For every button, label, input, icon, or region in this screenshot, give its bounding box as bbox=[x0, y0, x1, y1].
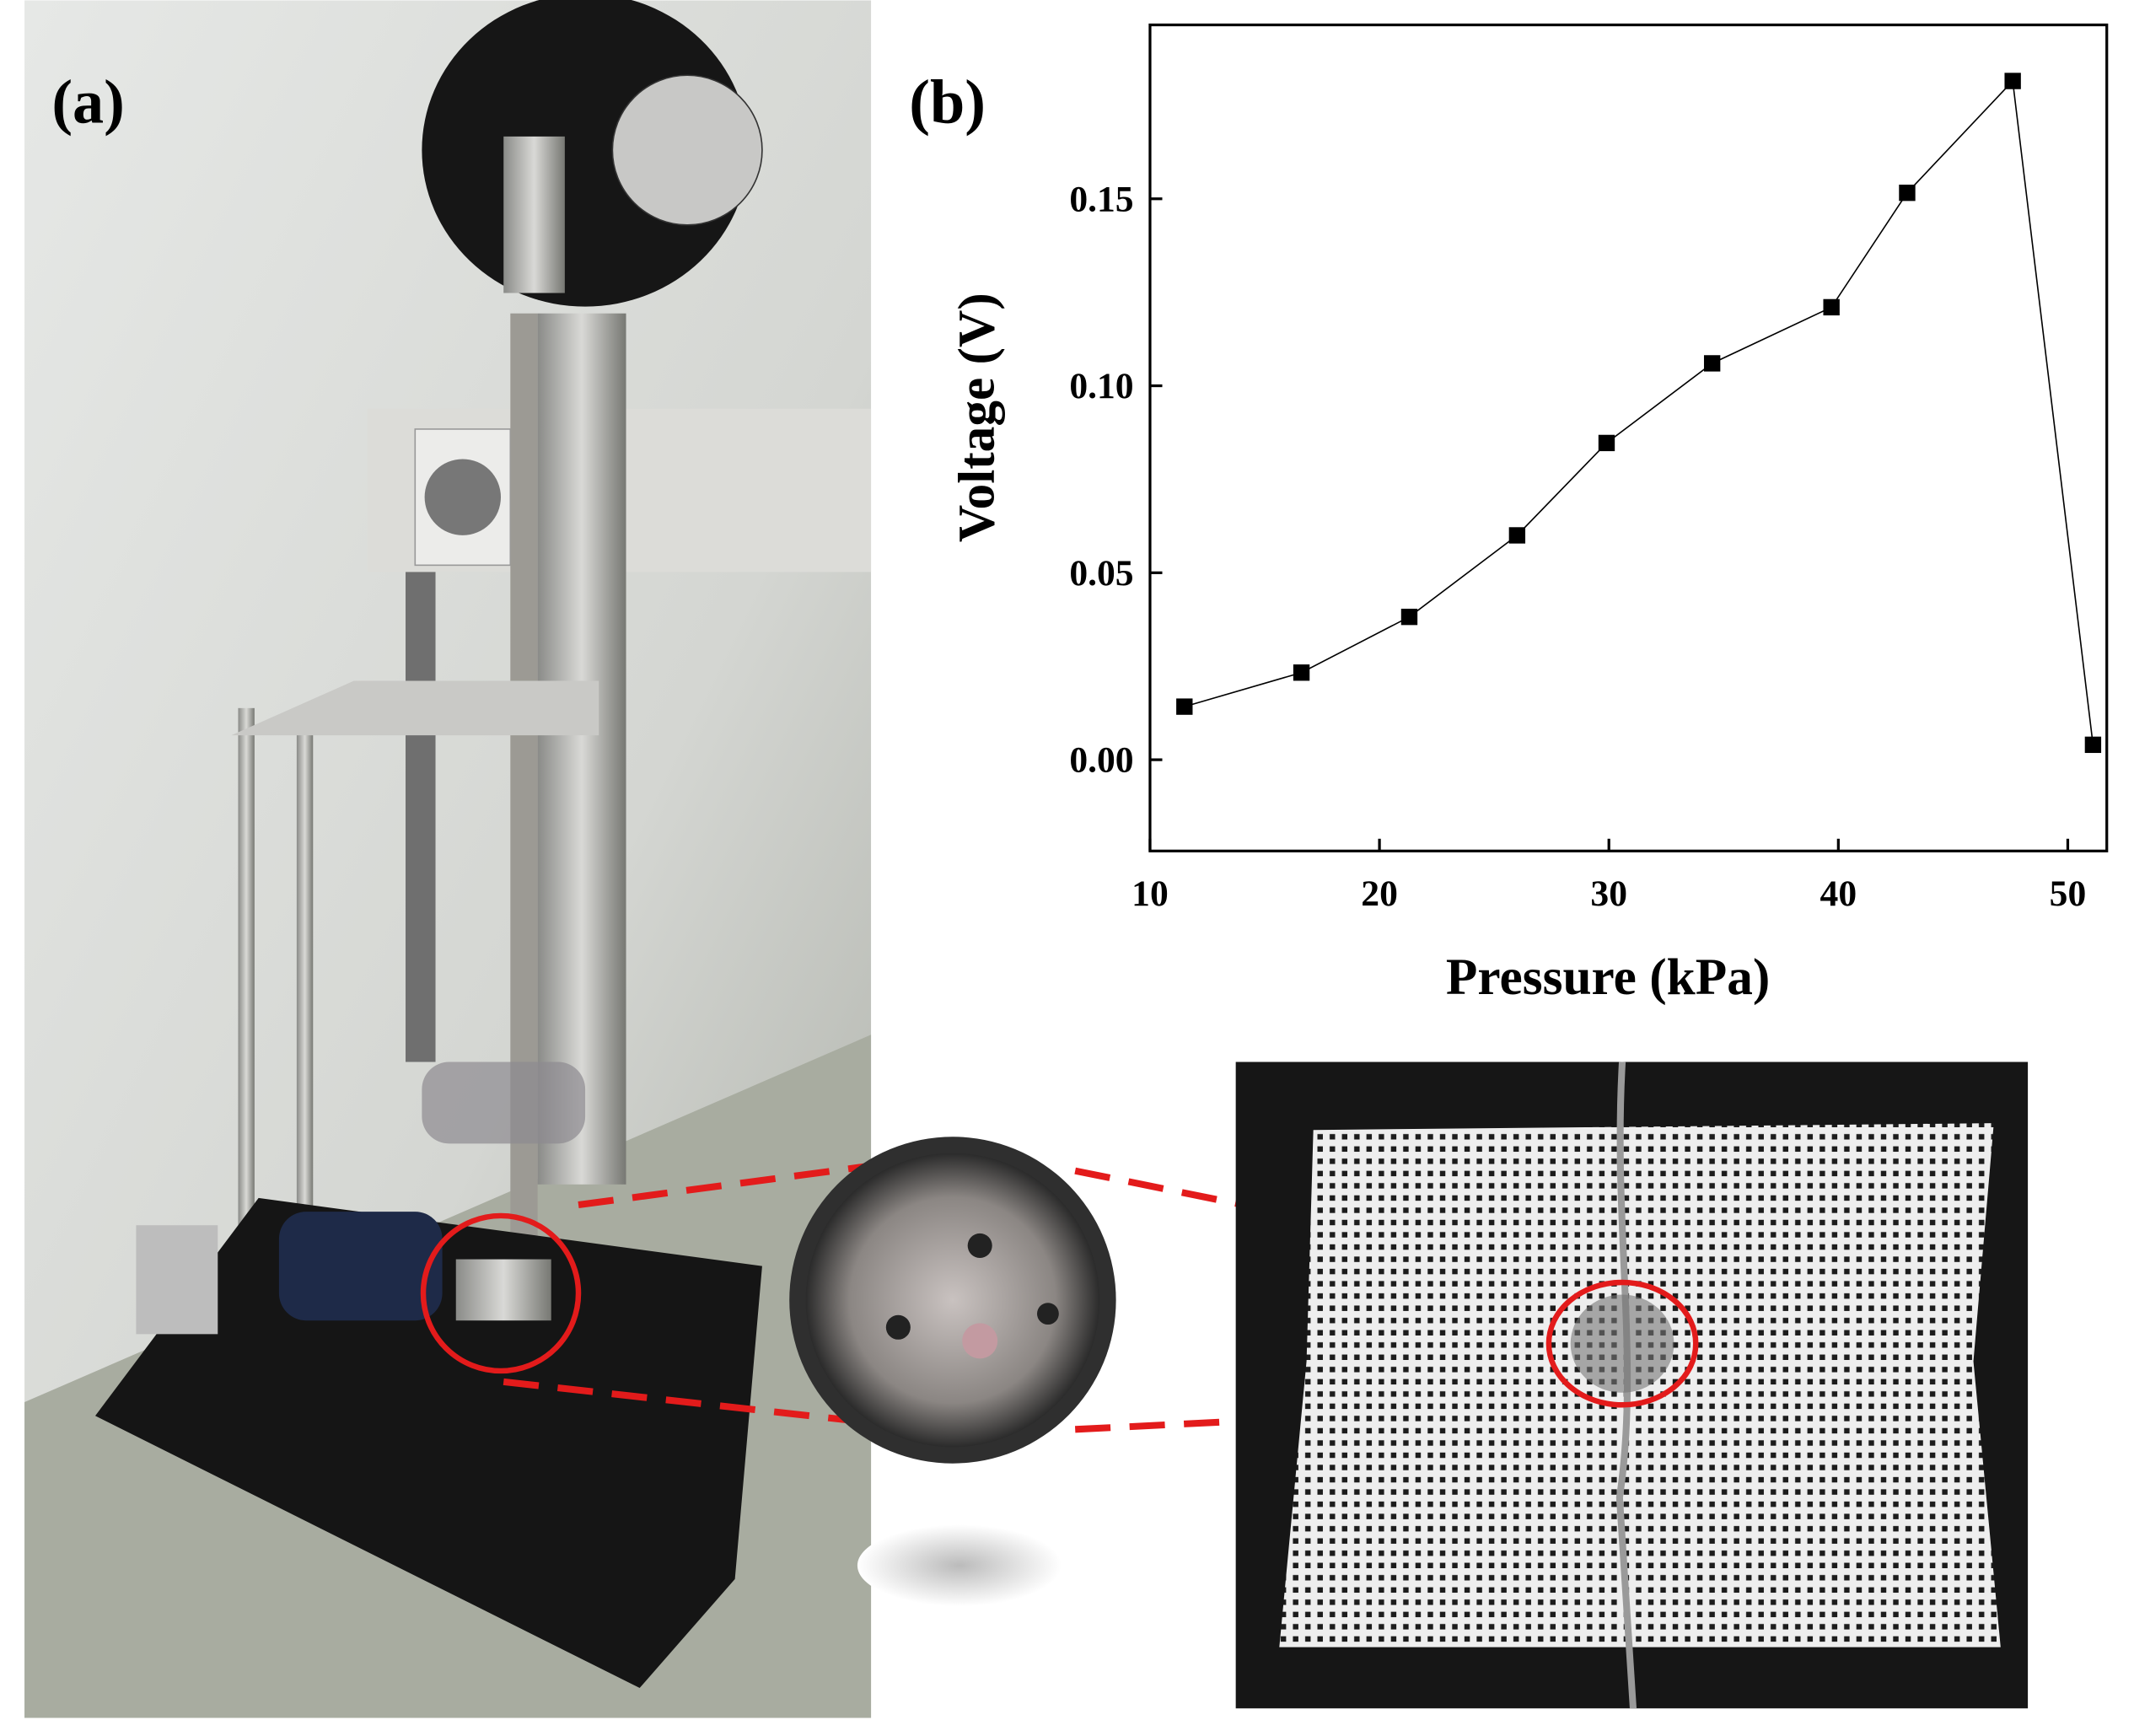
x-tick-label: 10 bbox=[1132, 873, 1169, 914]
data-point bbox=[2084, 736, 2102, 754]
y-axis-label: Voltage (V) bbox=[948, 293, 1005, 542]
x-tick-label: 30 bbox=[1590, 873, 1627, 914]
x-tick-label: 20 bbox=[1361, 873, 1398, 914]
data-point bbox=[1598, 434, 1615, 452]
data-point bbox=[1703, 355, 1721, 372]
data-line bbox=[1184, 79, 2094, 745]
y-tick-label: 0.05 bbox=[1069, 553, 1133, 594]
photo-sensor bbox=[1235, 1061, 2029, 1709]
x-tick-label: 40 bbox=[1820, 873, 1857, 914]
data-point bbox=[1823, 298, 1840, 316]
x-axis-label: Pressure (kPa) bbox=[1446, 949, 1770, 1006]
panel-label: (b) bbox=[909, 68, 986, 137]
data-point bbox=[2004, 73, 2021, 89]
data-point bbox=[1899, 184, 1916, 202]
chart: 10 20 30 40 50 0.00 0.05 0.10 0.15 Pressure (kPa)… bbox=[948, 23, 2109, 1006]
zoom-lens bbox=[789, 1137, 1116, 1607]
data-point bbox=[1176, 698, 1193, 715]
plot-frame bbox=[1148, 23, 2109, 852]
data-point bbox=[1508, 527, 1526, 544]
panel-label: (a) bbox=[51, 68, 125, 137]
y-tick-label: 0.00 bbox=[1069, 740, 1133, 781]
photo-apparatus bbox=[24, 0, 872, 1718]
data-point bbox=[1293, 664, 1310, 681]
data-point bbox=[1400, 608, 1418, 626]
y-tick-label: 0.10 bbox=[1069, 366, 1133, 406]
y-tick-label: 0.15 bbox=[1069, 179, 1133, 219]
x-tick-label: 50 bbox=[2050, 873, 2087, 914]
